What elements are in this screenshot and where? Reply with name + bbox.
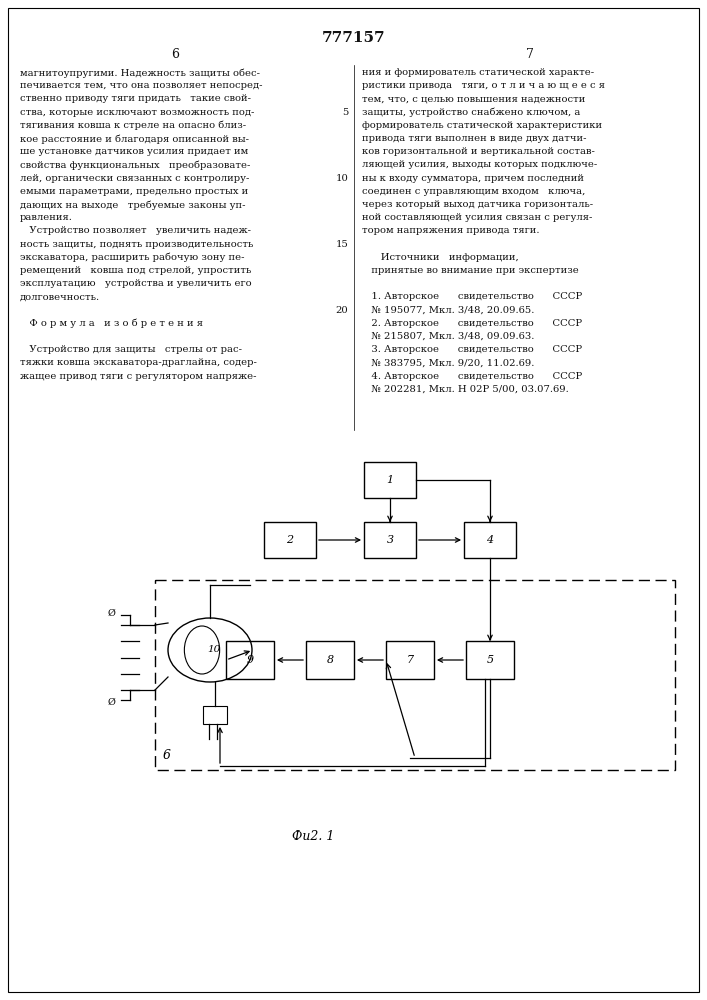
Bar bbox=[264, 522, 316, 558]
Text: лей, органически связанных с контролиру-: лей, органически связанных с контролиру- bbox=[20, 174, 250, 183]
Text: принятые во внимание при экспертизе: принятые во внимание при экспертизе bbox=[361, 266, 578, 275]
Text: 2. Авторское      свидетельство      СССР: 2. Авторское свидетельство СССР bbox=[361, 319, 582, 328]
Bar bbox=[203, 706, 227, 724]
Text: экскаватора, расширить рабочую зону пе-: экскаватора, расширить рабочую зону пе- bbox=[20, 253, 245, 262]
Text: 7: 7 bbox=[407, 655, 414, 665]
Bar bbox=[466, 641, 514, 679]
Text: 777157: 777157 bbox=[322, 31, 385, 45]
Text: Устройство для защиты   стрелы от рас-: Устройство для защиты стрелы от рас- bbox=[20, 345, 242, 354]
Text: магнитоупругими. Надежность защиты обес-: магнитоупругими. Надежность защиты обес- bbox=[20, 68, 260, 78]
Text: жащее привод тяги с регулятором напряже-: жащее привод тяги с регулятором напряже- bbox=[20, 372, 257, 381]
Text: 10: 10 bbox=[336, 174, 349, 183]
Text: через который выход датчика горизонталь-: через который выход датчика горизонталь- bbox=[361, 200, 592, 209]
Text: долговечность.: долговечность. bbox=[20, 292, 100, 301]
Text: Источники   информации,: Источники информации, bbox=[361, 253, 518, 262]
Text: Ø: Ø bbox=[108, 608, 116, 617]
Text: Ø: Ø bbox=[108, 698, 116, 706]
Text: свойства функциональных   преобразовате-: свойства функциональных преобразовате- bbox=[20, 160, 250, 170]
Text: 4. Авторское      свидетельство      СССР: 4. Авторское свидетельство СССР bbox=[361, 372, 582, 381]
Text: ристики привода   тяги, о т л и ч а ю щ е е с я: ристики привода тяги, о т л и ч а ю щ е … bbox=[361, 81, 604, 90]
Text: Устройство позволяет   увеличить надеж-: Устройство позволяет увеличить надеж- bbox=[20, 226, 251, 235]
Text: формирователь статической характеристики: формирователь статической характеристики bbox=[361, 121, 602, 130]
Bar bbox=[364, 462, 416, 498]
Text: 5: 5 bbox=[486, 655, 493, 665]
Text: № 202281, Мкл. Н 02Р 5/00, 03.07.69.: № 202281, Мкл. Н 02Р 5/00, 03.07.69. bbox=[361, 385, 568, 394]
Bar bbox=[386, 641, 434, 679]
Text: тягивания ковша к стреле на опасно близ-: тягивания ковша к стреле на опасно близ- bbox=[20, 121, 246, 130]
Text: привода тяги выполнен в виде двух датчи-: привода тяги выполнен в виде двух датчи- bbox=[361, 134, 586, 143]
Text: 1. Авторское      свидетельство      СССР: 1. Авторское свидетельство СССР bbox=[361, 292, 582, 301]
Text: № 195077, Мкл. 3/48, 20.09.65.: № 195077, Мкл. 3/48, 20.09.65. bbox=[361, 306, 534, 315]
Text: ной составляющей усилия связан с регуля-: ной составляющей усилия связан с регуля- bbox=[361, 213, 592, 222]
Text: 3. Авторское      свидетельство      СССР: 3. Авторское свидетельство СССР bbox=[361, 345, 582, 354]
Text: 2: 2 bbox=[286, 535, 293, 545]
Text: 9: 9 bbox=[247, 655, 254, 665]
Text: тем, что, с целью повышения надежности: тем, что, с целью повышения надежности bbox=[361, 94, 585, 103]
Text: равления.: равления. bbox=[20, 213, 73, 222]
Text: 1: 1 bbox=[387, 475, 394, 485]
Text: тяжки ковша экскаватора-драглайна, содер-: тяжки ковша экскаватора-драглайна, содер… bbox=[20, 358, 257, 367]
Text: 10: 10 bbox=[207, 646, 221, 654]
Text: ность защиты, поднять производительность: ность защиты, поднять производительность bbox=[20, 240, 253, 249]
Text: ляющей усилия, выходы которых подключе-: ляющей усилия, выходы которых подключе- bbox=[361, 160, 597, 169]
Text: 8: 8 bbox=[327, 655, 334, 665]
Text: Фu2. 1: Фu2. 1 bbox=[292, 830, 334, 843]
Text: ремещений   ковша под стрелой, упростить: ремещений ковша под стрелой, упростить bbox=[20, 266, 252, 275]
Text: защиты, устройство снабжено ключом, а: защиты, устройство снабжено ключом, а bbox=[361, 108, 580, 117]
Text: ства, которые исключают возможность под-: ства, которые исключают возможность под- bbox=[20, 108, 255, 117]
Text: ше установке датчиков усилия придает им: ше установке датчиков усилия придает им bbox=[20, 147, 248, 156]
Text: 5: 5 bbox=[342, 108, 349, 117]
Bar bbox=[155, 580, 675, 770]
Text: 6: 6 bbox=[163, 749, 171, 762]
Text: кое расстояние и благодаря описанной вы-: кое расстояние и благодаря описанной вы- bbox=[20, 134, 249, 143]
Text: ны к входу сумматора, причем последний: ны к входу сумматора, причем последний bbox=[361, 174, 583, 183]
Bar bbox=[464, 522, 516, 558]
Text: эксплуатацию   устройства и увеличить его: эксплуатацию устройства и увеличить его bbox=[20, 279, 252, 288]
Text: Ф о р м у л а   и з о б р е т е н и я: Ф о р м у л а и з о б р е т е н и я bbox=[20, 319, 203, 328]
Text: № 383795, Мкл. 9/20, 11.02.69.: № 383795, Мкл. 9/20, 11.02.69. bbox=[361, 358, 534, 367]
Text: 6: 6 bbox=[171, 48, 179, 62]
Text: соединен с управляющим входом   ключа,: соединен с управляющим входом ключа, bbox=[361, 187, 585, 196]
Text: ния и формирователь статической характе-: ния и формирователь статической характе- bbox=[361, 68, 594, 77]
Text: ков горизонтальной и вертикальной состав-: ков горизонтальной и вертикальной состав… bbox=[361, 147, 595, 156]
Text: № 215807, Мкл. 3/48, 09.09.63.: № 215807, Мкл. 3/48, 09.09.63. bbox=[361, 332, 534, 341]
Text: 4: 4 bbox=[486, 535, 493, 545]
Bar bbox=[364, 522, 416, 558]
Text: 15: 15 bbox=[336, 240, 349, 249]
Text: тором напряжения привода тяги.: тором напряжения привода тяги. bbox=[361, 226, 539, 235]
Text: 20: 20 bbox=[336, 306, 349, 315]
Text: 7: 7 bbox=[526, 48, 534, 62]
Text: ственно приводу тяги придать   такие свой-: ственно приводу тяги придать такие свой- bbox=[20, 94, 251, 103]
Text: дающих на выходе   требуемые законы уп-: дающих на выходе требуемые законы уп- bbox=[20, 200, 245, 210]
Bar bbox=[306, 641, 354, 679]
Text: емыми параметрами, предельно простых и: емыми параметрами, предельно простых и bbox=[20, 187, 248, 196]
Text: 3: 3 bbox=[387, 535, 394, 545]
Bar bbox=[226, 641, 274, 679]
Text: печивается тем, что она позволяет непосред-: печивается тем, что она позволяет непоср… bbox=[20, 81, 262, 90]
